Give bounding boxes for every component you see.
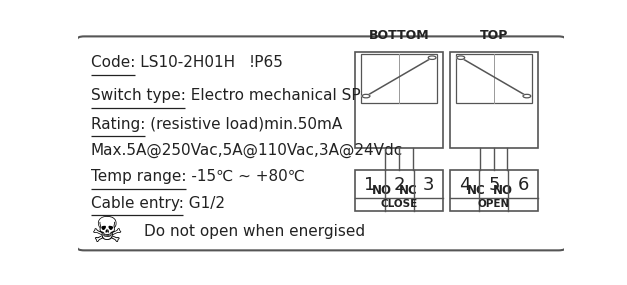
Text: NC: NC <box>398 184 417 197</box>
Text: NC: NC <box>467 184 486 197</box>
Text: Rating:: Rating: <box>0 284 1 285</box>
Text: 5: 5 <box>488 176 500 194</box>
Text: Code:: Code: <box>0 284 1 285</box>
Text: Switch type:: Switch type: <box>0 284 1 285</box>
Text: Max.5A@250Vac,5A@110Vac,3A@24Vdc: Max.5A@250Vac,5A@110Vac,3A@24Vdc <box>90 143 403 158</box>
Text: Switch type: Electro mechanical SPDT: Switch type: Electro mechanical SPDT <box>90 88 381 103</box>
Circle shape <box>523 94 531 98</box>
Text: Do not open when energised: Do not open when energised <box>144 224 365 239</box>
Text: 1: 1 <box>364 176 376 194</box>
Text: Code: LS10-2H01H   ǃP65: Code: LS10-2H01H ǃP65 <box>90 55 282 70</box>
Text: TOP: TOP <box>480 29 508 42</box>
Text: NO: NO <box>493 184 513 197</box>
Text: Temp range: -15℃ ~ +80℃: Temp range: -15℃ ~ +80℃ <box>90 169 304 184</box>
FancyBboxPatch shape <box>77 36 566 250</box>
Text: ☠: ☠ <box>90 215 123 249</box>
Text: BOTTOM: BOTTOM <box>369 29 429 42</box>
Bar <box>356 170 443 211</box>
Text: NO: NO <box>372 184 392 197</box>
Text: 4: 4 <box>459 176 470 194</box>
Circle shape <box>362 94 370 98</box>
Text: 2: 2 <box>393 176 405 194</box>
Text: 3: 3 <box>423 176 434 194</box>
Circle shape <box>428 56 436 60</box>
Text: CLOSE: CLOSE <box>381 200 418 209</box>
Bar <box>361 54 437 103</box>
Text: 6: 6 <box>517 176 529 194</box>
Bar <box>356 52 443 148</box>
Circle shape <box>457 56 465 60</box>
Text: Cable entry: G1/2: Cable entry: G1/2 <box>90 196 224 211</box>
Text: Temp range:: Temp range: <box>0 284 1 285</box>
Bar <box>450 170 537 211</box>
Text: Rating: (resistive load)min.50mA: Rating: (resistive load)min.50mA <box>90 117 342 132</box>
Text: Cable entry:: Cable entry: <box>0 284 1 285</box>
Bar <box>456 54 532 103</box>
Bar <box>450 52 537 148</box>
Text: OPEN: OPEN <box>478 200 510 209</box>
